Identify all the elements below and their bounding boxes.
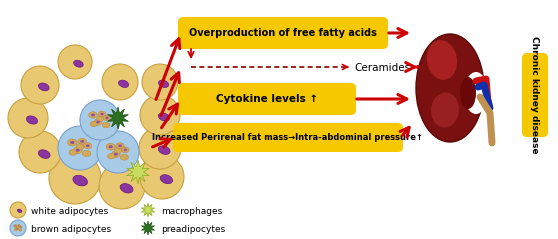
Ellipse shape	[122, 147, 129, 153]
Circle shape	[102, 64, 138, 100]
Ellipse shape	[68, 139, 77, 146]
Ellipse shape	[17, 228, 18, 229]
Ellipse shape	[124, 149, 127, 151]
Ellipse shape	[464, 72, 488, 114]
Ellipse shape	[26, 116, 37, 124]
Circle shape	[139, 127, 181, 169]
Circle shape	[19, 131, 61, 173]
Ellipse shape	[16, 228, 19, 230]
Ellipse shape	[14, 228, 17, 231]
Ellipse shape	[13, 225, 17, 227]
Ellipse shape	[158, 146, 170, 154]
Ellipse shape	[98, 111, 106, 117]
Text: Cytokine levels ↑: Cytokine levels ↑	[216, 94, 318, 104]
Polygon shape	[108, 107, 128, 129]
Polygon shape	[127, 160, 150, 184]
Circle shape	[10, 202, 26, 218]
Ellipse shape	[69, 150, 77, 155]
Polygon shape	[141, 221, 155, 235]
Circle shape	[58, 126, 102, 170]
Ellipse shape	[106, 143, 116, 150]
FancyBboxPatch shape	[173, 123, 403, 152]
Circle shape	[80, 100, 120, 140]
FancyBboxPatch shape	[178, 83, 356, 115]
Ellipse shape	[103, 115, 110, 121]
Ellipse shape	[39, 83, 49, 91]
Ellipse shape	[158, 80, 169, 87]
Text: Overproduction of free fatty acids: Overproduction of free fatty acids	[189, 28, 377, 38]
Ellipse shape	[80, 140, 84, 143]
Ellipse shape	[70, 141, 74, 144]
Text: Chronic kidney disease: Chronic kidney disease	[531, 36, 540, 154]
Ellipse shape	[78, 138, 86, 145]
FancyBboxPatch shape	[178, 17, 388, 49]
Text: preadipocytes: preadipocytes	[161, 224, 225, 234]
Ellipse shape	[108, 153, 115, 159]
Ellipse shape	[112, 151, 120, 158]
Ellipse shape	[114, 152, 118, 156]
Ellipse shape	[96, 120, 100, 123]
Ellipse shape	[20, 227, 21, 228]
Ellipse shape	[116, 143, 124, 149]
FancyBboxPatch shape	[522, 53, 548, 137]
Circle shape	[10, 220, 26, 236]
Ellipse shape	[73, 175, 88, 186]
Circle shape	[58, 45, 92, 79]
Ellipse shape	[89, 112, 98, 118]
Ellipse shape	[86, 144, 89, 147]
Ellipse shape	[20, 226, 22, 228]
Ellipse shape	[121, 154, 128, 160]
Circle shape	[49, 152, 101, 204]
Ellipse shape	[91, 114, 95, 116]
Ellipse shape	[120, 184, 133, 193]
Ellipse shape	[18, 225, 20, 226]
Ellipse shape	[105, 117, 109, 119]
Ellipse shape	[17, 227, 20, 229]
Ellipse shape	[102, 122, 110, 128]
Ellipse shape	[431, 92, 459, 127]
Ellipse shape	[109, 145, 113, 148]
Circle shape	[8, 98, 48, 138]
Ellipse shape	[90, 121, 97, 127]
Ellipse shape	[76, 144, 84, 150]
Circle shape	[140, 155, 184, 199]
Circle shape	[142, 64, 178, 100]
Ellipse shape	[118, 80, 129, 87]
Circle shape	[140, 95, 180, 135]
Ellipse shape	[114, 148, 122, 154]
Polygon shape	[141, 203, 155, 217]
Text: brown adipocytes: brown adipocytes	[31, 224, 111, 234]
Ellipse shape	[74, 147, 82, 154]
Ellipse shape	[118, 144, 122, 147]
Circle shape	[21, 66, 59, 104]
Ellipse shape	[17, 209, 22, 212]
Text: white adipocytes: white adipocytes	[31, 206, 108, 216]
Ellipse shape	[97, 116, 103, 122]
Ellipse shape	[76, 149, 80, 152]
Circle shape	[97, 131, 139, 173]
Ellipse shape	[19, 229, 22, 231]
Ellipse shape	[74, 60, 83, 67]
Circle shape	[99, 163, 145, 209]
Ellipse shape	[427, 40, 457, 80]
Ellipse shape	[460, 77, 476, 109]
Text: Increased Perirenal fat mass→Intra-abdominal pressure↑: Increased Perirenal fat mass→Intra-abdom…	[152, 133, 424, 142]
Ellipse shape	[15, 225, 16, 227]
Ellipse shape	[17, 224, 21, 227]
Ellipse shape	[158, 113, 170, 121]
Text: macrophages: macrophages	[161, 206, 222, 216]
Ellipse shape	[100, 113, 104, 115]
Ellipse shape	[416, 34, 484, 142]
Ellipse shape	[83, 150, 91, 157]
Ellipse shape	[160, 175, 172, 184]
Text: Ceramides: Ceramides	[354, 63, 410, 73]
Ellipse shape	[84, 143, 92, 149]
Ellipse shape	[94, 119, 102, 125]
Ellipse shape	[39, 150, 50, 158]
